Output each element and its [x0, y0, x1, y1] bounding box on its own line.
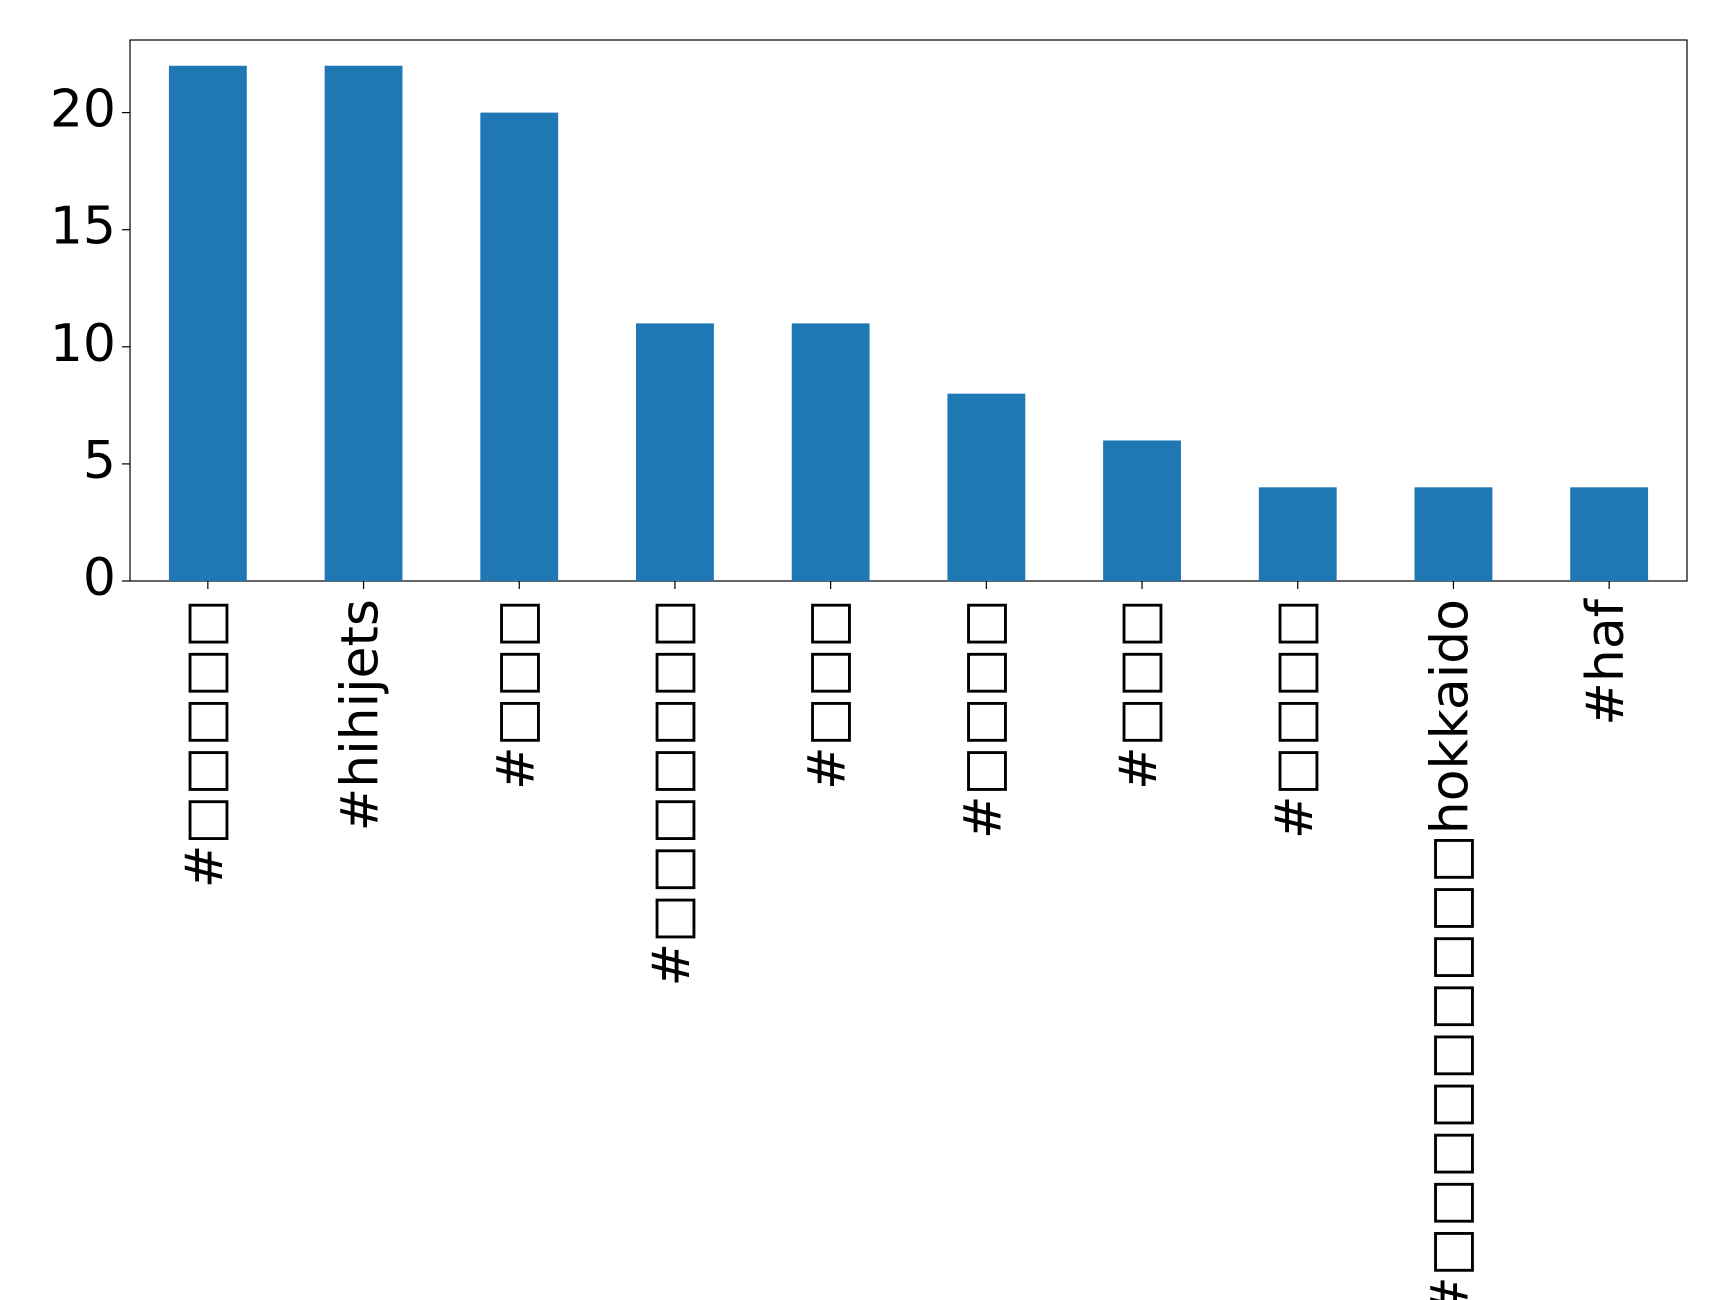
y-tick-label: 20	[50, 80, 116, 140]
x-tick-label: #hihijets	[331, 599, 391, 831]
y-tick-label: 5	[83, 431, 116, 491]
x-tick-label: #□□□□□	[175, 599, 235, 888]
y-tick-label: 15	[50, 197, 116, 257]
y-tick-label: 10	[50, 314, 116, 374]
x-tick-label: #□□□	[1109, 599, 1169, 790]
x-tick-label: #□□□□□□□□□hokkaido	[1420, 599, 1480, 1300]
bar	[168, 65, 247, 581]
bar	[1570, 487, 1649, 581]
bar	[480, 112, 559, 581]
x-tick-label: #□□□□	[1265, 599, 1325, 839]
x-tick-label: #haf	[1576, 597, 1636, 725]
bar	[791, 323, 870, 581]
x-tick-label: #□□□	[486, 599, 546, 790]
bar	[1103, 440, 1181, 581]
y-tick-label: 0	[83, 548, 116, 608]
x-tick-label: #□□□□□□□	[642, 599, 702, 987]
bar	[947, 393, 1026, 581]
bar	[1414, 487, 1493, 581]
bar	[1258, 487, 1337, 581]
plot-frame	[129, 39, 1688, 582]
x-tick-label: #□□□□	[953, 599, 1013, 839]
bar	[636, 323, 714, 581]
bar	[324, 65, 403, 581]
x-tick-label: #□□□	[798, 599, 858, 790]
